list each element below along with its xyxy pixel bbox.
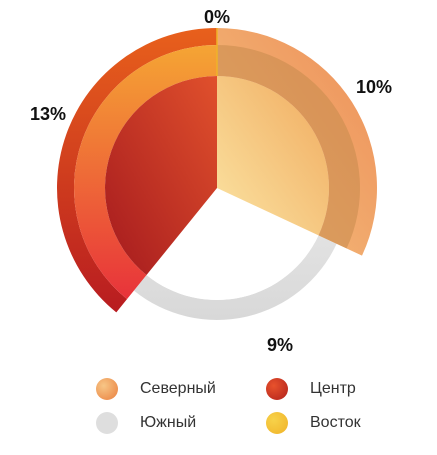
slice-center-band[interactable] [74, 45, 218, 300]
legend-label-center: Центр [310, 380, 356, 397]
pct-label-east: 0% [204, 7, 230, 27]
legend-item-south[interactable]: Южный [96, 412, 266, 434]
legend-item-north[interactable]: Северный [96, 378, 266, 400]
slice-center[interactable] [105, 76, 217, 276]
legend-swatch-north [96, 378, 118, 400]
slice-north-overlap[interactable] [217, 45, 360, 249]
legend-swatch-center [266, 378, 288, 400]
pct-label-south: 9% [267, 335, 293, 355]
pct-label-center: 13% [30, 104, 66, 124]
legend-item-center[interactable]: Центр [266, 378, 396, 400]
legend-swatch-east [266, 412, 288, 434]
slice-north[interactable] [217, 76, 330, 236]
slice-south-inner-edge[interactable] [146, 233, 319, 300]
legend-label-north: Северный [140, 380, 216, 397]
legend-swatch-south [96, 412, 118, 434]
slice-south[interactable] [133, 235, 337, 320]
pct-label-north: 10% [356, 77, 392, 97]
legend-item-east[interactable]: Восток [266, 412, 396, 434]
slice-center-outer[interactable] [57, 28, 218, 313]
legend-label-east: Восток [310, 414, 361, 431]
legend: Северный Центр Южный Восток [96, 378, 396, 434]
legend-label-south: Южный [140, 414, 197, 431]
